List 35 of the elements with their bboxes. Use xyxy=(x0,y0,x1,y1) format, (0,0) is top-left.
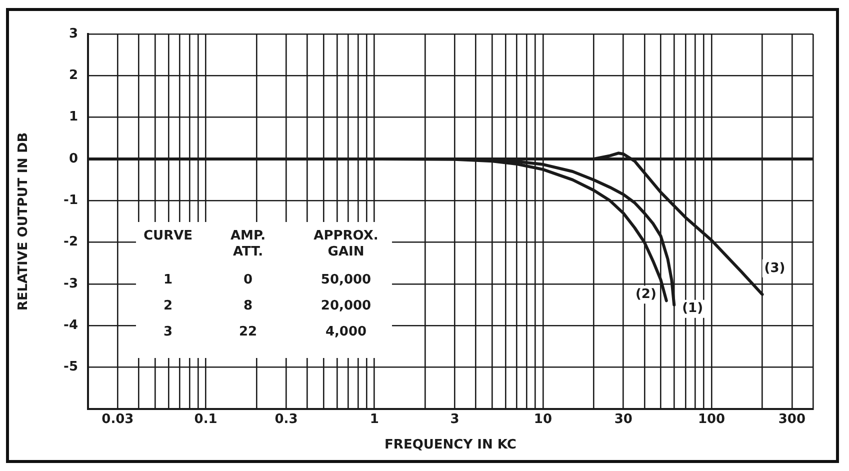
y-tick-label: -4 xyxy=(64,318,78,334)
x-tick-label: 0.1 xyxy=(194,412,218,428)
y-tick-label: -2 xyxy=(64,234,78,250)
annotation: 4,000 xyxy=(325,324,367,340)
y-tick-label: -1 xyxy=(64,193,78,208)
x-tick-label: 0.03 xyxy=(102,412,134,428)
series-label: (1) xyxy=(682,301,704,316)
annotation: 22 xyxy=(238,324,258,340)
y-tick-label: 3 xyxy=(68,26,78,42)
x-tick-label: 3 xyxy=(450,412,460,428)
annotation: 50,000 xyxy=(320,272,372,288)
annotation: 20,000 xyxy=(320,298,372,314)
y-tick-label: 0 xyxy=(68,151,78,166)
x-tick-label: 1 xyxy=(370,412,379,428)
y-tick-label: -3 xyxy=(64,276,78,292)
x-tick-label: 10 xyxy=(534,412,552,428)
annotation: 2 xyxy=(163,298,173,314)
annotation: 0 xyxy=(243,272,253,288)
y-tick-label: 2 xyxy=(68,68,78,84)
x-axis-title: FREQUENCY IN KC xyxy=(384,438,516,453)
annotation: 8 xyxy=(243,298,253,314)
x-tick-label: 0.3 xyxy=(274,412,298,428)
annotation: 3 xyxy=(163,324,173,340)
x-tick-label: 300 xyxy=(778,412,806,428)
series-label: (2) xyxy=(635,287,656,302)
annotation: APPROX. GAIN xyxy=(314,228,378,260)
y-axis-title: RELATIVE OUTPUT IN DB xyxy=(16,132,32,311)
annotation: CURVE xyxy=(143,228,193,244)
y-tick-label: -5 xyxy=(64,360,78,375)
annotation: AMP. ATT. xyxy=(230,228,266,260)
x-tick-label: 100 xyxy=(698,412,726,428)
y-tick-label: 1 xyxy=(68,110,78,125)
x-tick-label: 30 xyxy=(614,412,632,428)
annotation: 1 xyxy=(163,272,173,288)
series-label: (3) xyxy=(764,260,786,276)
